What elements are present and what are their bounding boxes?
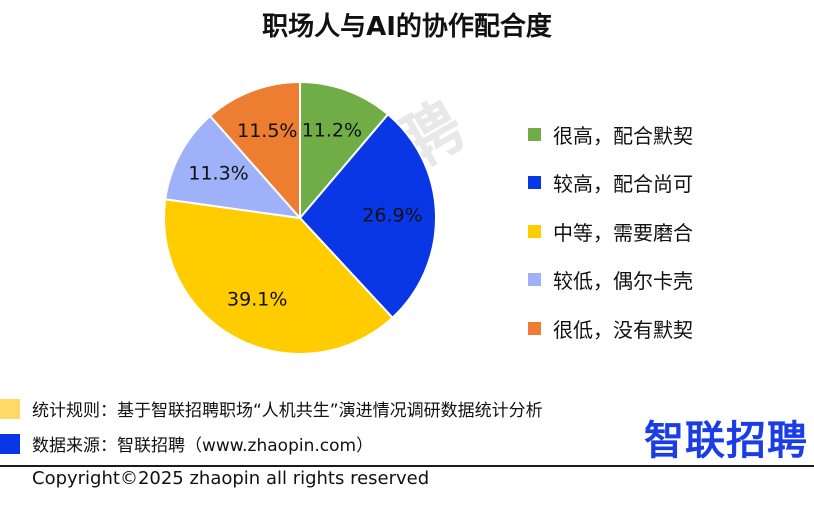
legend-item: 很高，配合默契 [528,110,693,159]
footer-rule-text: 统计规则：基于智联招聘职场“人机共生”演进情况调研数据统计分析 [32,401,543,421]
legend-label: 中等，需要磨合 [553,220,693,245]
legend-swatch [528,321,541,335]
pie-slice [208,80,301,221]
footer-source-line: 数据来源：智联招聘（www.zhaopin.com） [0,431,373,456]
legend-item: 中等，需要磨合 [528,207,693,256]
footer-source-swatch [0,433,20,454]
legend-item: 较低，偶尔卡壳 [528,256,693,305]
footer-rule-line: 统计规则：基于智联招聘职场“人机共生”演进情况调研数据统计分析 [0,396,543,421]
legend: 很高，配合默契 较高，配合尚可 中等，需要磨合 较低，偶尔卡壳 很低，没有默契 [528,110,693,353]
slice-data-label: 39.1% [227,289,287,311]
legend-swatch [528,273,541,287]
legend-swatch [528,224,541,238]
brand-logo: 智联招聘 [644,418,808,464]
pie-slice [163,198,394,355]
pie-chart: 11.2% 26.9% 39.1% 11.3% 11.5% [163,80,437,355]
slice-data-label: 26.9% [362,204,422,226]
legend-label: 较低，偶尔卡壳 [553,269,693,294]
pie-slice [298,112,437,320]
chart-title: 职场人与AI的协作配合度 [262,12,552,42]
footer-divider [0,465,814,467]
legend-label: 很高，配合默契 [553,123,693,148]
footer-source-text: 数据来源：智联招聘（www.zhaopin.com） [32,436,374,456]
legend-swatch [528,127,541,141]
legend-label: 较高，配合尚可 [553,172,693,197]
slice-data-label: 11.3% [188,163,248,185]
legend-swatch [528,176,541,190]
slice-data-label: 11.5% [237,120,297,142]
copyright-text: Copyright©2025 zhaopin all rights reserv… [32,468,430,489]
legend-item: 很低，没有默契 [528,304,693,353]
pie-slice [299,80,390,221]
legend-label: 很低，没有默契 [553,317,693,342]
slice-data-label: 11.2% [302,120,362,142]
legend-item: 较高，配合尚可 [528,159,693,208]
footer-rule-swatch [0,398,20,419]
pie-slice [164,114,303,220]
